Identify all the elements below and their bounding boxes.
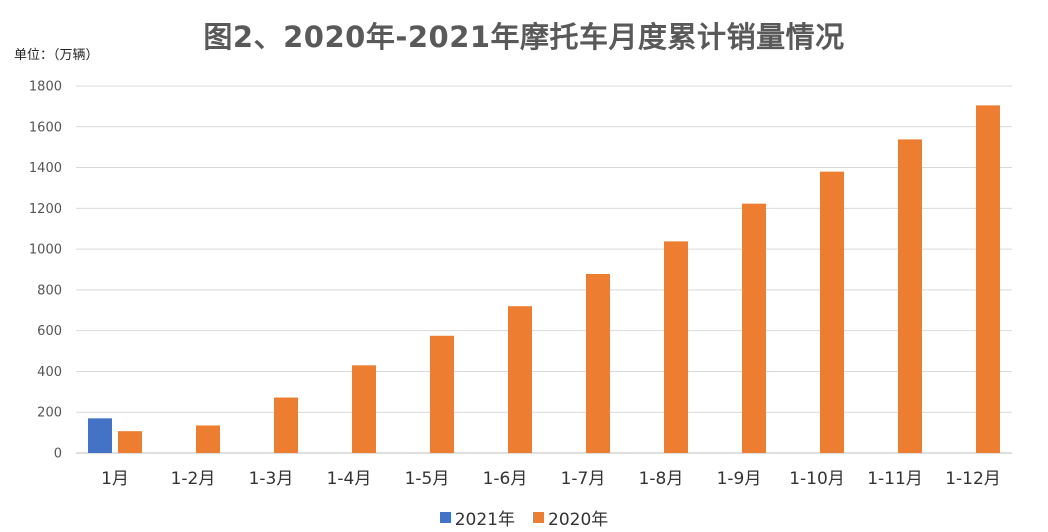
x-tick-label: 1-12月 <box>945 469 1001 489</box>
x-tick-label: 1-9月 <box>717 469 762 489</box>
bar-2021 <box>88 418 112 453</box>
bar-2020 <box>274 397 298 453</box>
y-tick-label: 600 <box>37 324 62 339</box>
x-tick-label: 1-5月 <box>405 469 450 489</box>
y-tick-label: 1800 <box>29 80 62 95</box>
y-tick-label: 200 <box>37 406 62 421</box>
y-tick-label: 1000 <box>29 243 62 258</box>
x-tick-label: 1-3月 <box>249 469 294 489</box>
legend-label-2020: 2020年 <box>548 510 609 530</box>
legend: 2021年 2020年 <box>0 505 1048 530</box>
bar-2020 <box>508 306 532 453</box>
bar-2020 <box>586 273 610 453</box>
bar-2020 <box>352 365 376 453</box>
chart-title: 图2、2020年-2021年摩托车月度累计销量情况 <box>203 20 845 54</box>
x-tick-label: 1-2月 <box>171 469 216 489</box>
x-tick-label: 1-7月 <box>561 469 606 489</box>
y-tick-label: 1200 <box>29 202 62 217</box>
x-tick-label: 1-4月 <box>327 469 372 489</box>
bar-2020 <box>820 171 844 453</box>
x-tick-label: 1月 <box>101 469 129 489</box>
y-tick-label: 800 <box>37 283 62 298</box>
y-tick-label: 400 <box>37 365 62 380</box>
bar-2020 <box>664 241 688 453</box>
legend-swatch-2021 <box>439 512 451 523</box>
x-tick-label: 1-10月 <box>789 469 845 489</box>
y-tick-label: 0 <box>54 447 62 462</box>
bar-2020 <box>118 431 142 453</box>
legend-swatch-2020 <box>533 512 544 523</box>
y-tick-label: 1400 <box>29 161 62 176</box>
bar-2020 <box>976 105 1000 453</box>
y-tick-label: 1600 <box>29 120 62 135</box>
unit-label: 单位：（万辆） <box>14 48 99 63</box>
bar-2020 <box>898 139 922 453</box>
legend-label-2021: 2021年 <box>454 510 515 530</box>
legend-item-2020: 2020年 <box>533 505 608 530</box>
x-tick-label: 1-11月 <box>867 469 923 489</box>
bar-2020 <box>430 335 454 453</box>
bar-2020 <box>742 203 766 453</box>
bar-2020 <box>196 425 220 453</box>
legend-item-2021: 2021年 <box>439 505 515 530</box>
x-tick-label: 1-6月 <box>483 469 528 489</box>
x-tick-label: 1-8月 <box>639 469 684 489</box>
